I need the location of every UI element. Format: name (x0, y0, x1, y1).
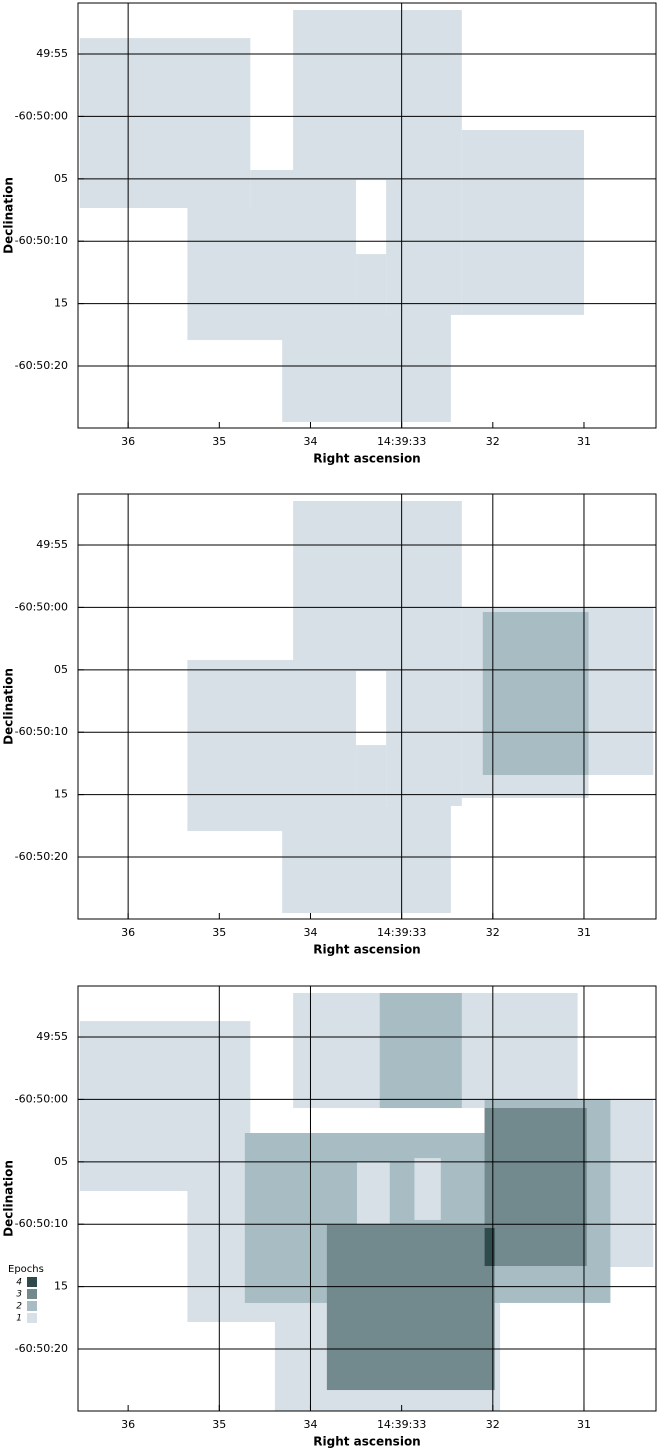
coverage-region (482, 612, 589, 776)
x-tick-label: 14:39:33 (377, 1418, 426, 1431)
legend-swatch (27, 1277, 37, 1287)
coverage-region (386, 180, 462, 315)
panel: 49:55 -60:50:00 05 -60:50:10 15 -60:50:20 36 35… (2, 2, 657, 466)
x-axis-label: Right ascension (313, 452, 420, 466)
coverage-region (250, 169, 357, 209)
panel: 49:55 -60:50:00 05 -60:50:10 15 -60:50:20 36 35… (2, 493, 657, 957)
y-tick-label: -60:50:10 (15, 1217, 68, 1230)
y-axis-label: Declination (2, 668, 16, 745)
y-tick-label: -60:50:00 (15, 1092, 68, 1105)
y-tick-label: 49:55 (36, 1030, 68, 1043)
legend-label: 1 (16, 1314, 22, 1324)
y-tick-label: 05 (54, 172, 68, 185)
panel: 49:55 -60:50:00 05 -60:50:10 15 -60:50:20 36 35… (2, 985, 657, 1449)
coverage-region (356, 254, 387, 315)
coverage-region (379, 992, 462, 1109)
legend-label: 4 (16, 1278, 22, 1288)
y-tick-label: -60:50:20 (15, 359, 68, 372)
coverage-region (386, 671, 462, 806)
x-axis-label: Right ascension (313, 1435, 420, 1449)
y-tick-label: 15 (54, 297, 68, 310)
y-tick-label: -60:50:10 (15, 725, 68, 738)
x-tick-label: 35 (212, 926, 226, 939)
plot-frame (77, 493, 657, 920)
legend-label: 3 (16, 1290, 22, 1300)
coverage-region (356, 745, 387, 806)
x-tick-label: 31 (577, 926, 591, 939)
y-tick-label: -60:50:10 (15, 234, 68, 247)
y-tick-label: -60:50:00 (15, 109, 68, 122)
x-tick-label: 36 (121, 1418, 135, 1431)
coverage-region (356, 1162, 390, 1224)
y-axis-label: Declination (2, 1160, 16, 1237)
x-tick-label: 34 (303, 926, 317, 939)
coverage-region (326, 1224, 495, 1391)
x-tick-label: 31 (577, 1418, 591, 1431)
y-tick-label: 05 (54, 1155, 68, 1168)
x-tick-label: 32 (486, 926, 500, 939)
coverage-region (484, 1108, 587, 1267)
x-tick-label: 35 (212, 1418, 226, 1431)
x-tick-label: 14:39:33 (377, 926, 426, 939)
coverage-region (79, 38, 251, 209)
x-tick-label: 34 (303, 435, 317, 448)
y-tick-label: -60:50:20 (15, 1342, 68, 1355)
coverage-region (484, 1227, 495, 1267)
x-tick-label: 31 (577, 435, 591, 448)
coverage-region (187, 659, 357, 832)
x-tick-label: 32 (486, 1418, 500, 1431)
x-tick-label: 35 (212, 435, 226, 448)
legend: Epochs 4 3 2 1 (8, 1264, 44, 1324)
legend-label: 2 (16, 1302, 22, 1312)
y-tick-label: -60:50:00 (15, 600, 68, 613)
legend-swatch (27, 1289, 37, 1299)
x-tick-label: 36 (121, 926, 135, 939)
plot-frame (77, 2, 657, 429)
coverage-region (293, 500, 462, 672)
y-tick-label: 49:55 (36, 47, 68, 60)
x-tick-label: 32 (486, 435, 500, 448)
coverage-region (293, 9, 462, 181)
x-axis-label: Right ascension (313, 943, 420, 957)
y-tick-label: 05 (54, 663, 68, 676)
y-tick-label: 15 (54, 1280, 68, 1293)
plot-frame (77, 985, 657, 1412)
y-axis-label: Declination (2, 177, 16, 254)
coverage-region (282, 805, 451, 914)
legend-swatch (27, 1301, 37, 1311)
coverage-region (282, 314, 451, 423)
x-tick-label: 14:39:33 (377, 435, 426, 448)
x-tick-label: 36 (121, 435, 135, 448)
y-tick-label: 49:55 (36, 538, 68, 551)
coverage-region (79, 1021, 251, 1192)
coverage-region (461, 130, 584, 315)
y-tick-label: -60:50:20 (15, 850, 68, 863)
y-tick-label: 15 (54, 788, 68, 801)
legend-title: Epochs (8, 1264, 44, 1275)
coverage-region (414, 1158, 441, 1220)
legend-swatch (27, 1313, 37, 1323)
x-tick-label: 34 (303, 1418, 317, 1431)
